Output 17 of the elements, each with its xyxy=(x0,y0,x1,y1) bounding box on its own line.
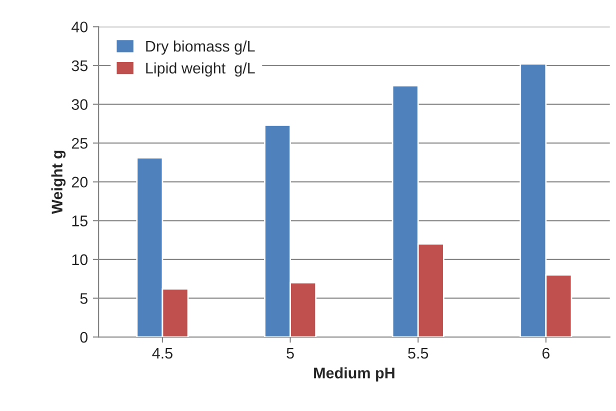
y-tick-label: 5 xyxy=(80,293,88,304)
y-tick-label: 15 xyxy=(72,216,88,226)
x-tick-label: 5.5 xyxy=(408,348,428,359)
x-tick-label: 5 xyxy=(286,348,294,359)
legend-label: Dry biomass g/L xyxy=(146,40,255,55)
x-tick-label: 6 xyxy=(542,348,550,359)
y-tick-label: 40 xyxy=(72,22,88,32)
x-axis-title: Medium pH xyxy=(314,367,394,382)
x-tick-label: 4.5 xyxy=(152,348,172,359)
y-tick-label: 30 xyxy=(72,99,88,110)
y-tick-label: 10 xyxy=(72,254,88,266)
y-tick-label: 0 xyxy=(80,332,88,343)
y-tick-label: 20 xyxy=(72,176,88,188)
y-tick-label: 25 xyxy=(72,138,88,149)
legend-label: Lipid weight g/L xyxy=(146,62,255,77)
y-axis-title: Weight g xyxy=(51,150,66,214)
y-tick-label: 35 xyxy=(72,60,88,72)
